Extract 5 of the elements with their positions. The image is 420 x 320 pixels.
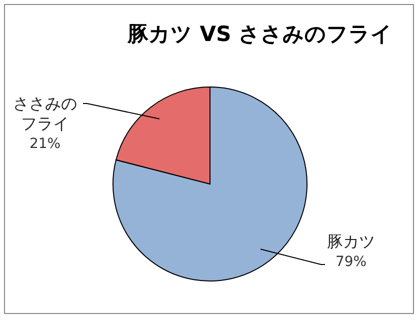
data-label: 21% <box>28 134 62 154</box>
data-label: 79% <box>334 253 368 272</box>
chart-title: 豚カツ VS ささみのフライ <box>126 21 394 48</box>
slice-label: 豚カツ <box>327 232 375 252</box>
slice-label: ささみのフライ <box>12 94 78 134</box>
